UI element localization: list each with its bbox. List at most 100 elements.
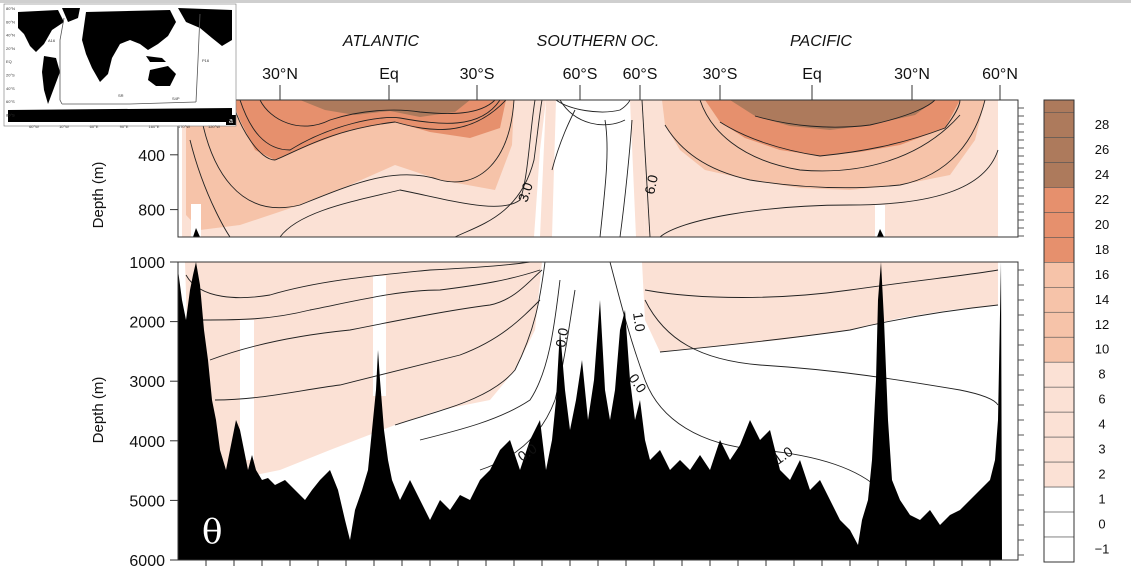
upper-y-tick-label: 800 bbox=[138, 203, 165, 220]
colorbar-cell bbox=[1043, 536, 1075, 563]
colorbar-cell bbox=[1043, 286, 1075, 313]
land-africa-eurasia bbox=[82, 10, 176, 82]
colorbar-cell bbox=[1043, 112, 1075, 138]
inset-section-lines bbox=[59, 13, 201, 105]
map-section-label: P16 bbox=[202, 58, 210, 63]
lower-y-tick-label: 6000 bbox=[129, 553, 165, 570]
colorbar-cell bbox=[1043, 212, 1075, 238]
x-tick-label: Eq bbox=[379, 66, 399, 83]
upper-panel-frame bbox=[177, 99, 1019, 238]
land-north-america bbox=[18, 10, 64, 52]
colorbar-label: 12 bbox=[1095, 317, 1109, 332]
inset-map-frame bbox=[3, 3, 237, 127]
lower-right-blank bbox=[1002, 262, 1018, 560]
land-south-america bbox=[42, 56, 60, 104]
map-section-label: SR bbox=[118, 93, 124, 98]
colorbar-cell bbox=[1043, 411, 1075, 438]
inset-map: 80°N 60°N 40°N 20°N EQ 20°S 40°S 60°S 80°S 60°W 10… bbox=[3, 3, 237, 129]
upper-ylabel: Depth (m) bbox=[90, 162, 107, 229]
basin-title: PACIFIC bbox=[790, 33, 852, 50]
upper-seamount-right bbox=[877, 229, 884, 237]
upper-southern-fill-2b bbox=[630, 100, 645, 237]
colorbar-label: 6 bbox=[1098, 392, 1105, 407]
upper-y-tick-label: 400 bbox=[138, 148, 165, 165]
land-greenland bbox=[62, 8, 80, 22]
colorbar-cell bbox=[1043, 336, 1075, 363]
map-lat-label: 40°S bbox=[6, 86, 15, 91]
basin-title: SOUTHERN OC. bbox=[537, 33, 660, 50]
contour-label-lower-2: 1.0 bbox=[630, 311, 649, 333]
colorbar-cell bbox=[1043, 162, 1075, 188]
land-north-pacific-west bbox=[178, 8, 232, 46]
colorbar-cell bbox=[1043, 187, 1075, 213]
lower-atlantic-fill-2 bbox=[185, 262, 542, 478]
colorbar-cell bbox=[1043, 511, 1075, 538]
bathymetry bbox=[178, 262, 1002, 560]
land-australia bbox=[148, 66, 176, 86]
map-lon-label: 170°W bbox=[178, 124, 190, 129]
map-lat-label: 60°S bbox=[6, 99, 15, 104]
colorbar-label: 4 bbox=[1098, 417, 1105, 432]
upper-panel: 3.0 6.0 bbox=[177, 99, 1019, 238]
colorbar-cell bbox=[1043, 461, 1075, 488]
lower-gap-atlantic bbox=[373, 276, 386, 396]
colorbar-label: 2 bbox=[1098, 467, 1105, 482]
x-tick-label: 30°S bbox=[703, 66, 738, 83]
colorbar-cell bbox=[1043, 386, 1075, 413]
lower-y-tick-label: 2000 bbox=[129, 315, 165, 332]
colorbar-label: 3 bbox=[1098, 442, 1105, 457]
colorbar-label: 10 bbox=[1095, 342, 1109, 357]
colorbar-cell bbox=[1043, 436, 1075, 463]
upper-southern-fill-2 bbox=[540, 100, 556, 237]
colorbar-cell bbox=[1043, 361, 1075, 388]
colorbar-label: 16 bbox=[1095, 267, 1109, 282]
contour-label-lower-1: 0.0 bbox=[552, 326, 571, 348]
colorbar-label: 22 bbox=[1095, 192, 1109, 207]
upper-contours bbox=[189, 100, 999, 237]
header-strip bbox=[0, 0, 1131, 3]
x-tick-label: 60°N bbox=[982, 66, 1018, 83]
colorbar-cell bbox=[1043, 137, 1075, 163]
colorbar-label: 8 bbox=[1098, 367, 1105, 382]
contour-label-upper-2: 6.0 bbox=[641, 173, 661, 196]
map-lat-label: 40°N bbox=[6, 33, 15, 38]
colorbar-label: 0 bbox=[1098, 517, 1105, 532]
basin-title: ATLANTIC bbox=[342, 33, 420, 50]
colorbar-label: 18 bbox=[1095, 242, 1109, 257]
lower-panel: 0.0 1.0 0.0 0.0 1.0 θ bbox=[177, 261, 1019, 561]
colorbar-cell bbox=[1043, 486, 1075, 513]
inset-land bbox=[8, 8, 232, 122]
variable-symbol: θ bbox=[202, 512, 222, 552]
lower-y-tick-label: 3000 bbox=[129, 374, 165, 391]
colorbar-label: 24 bbox=[1095, 167, 1109, 182]
lower-ylabel: Depth (m) bbox=[90, 377, 107, 444]
colorbar-frame bbox=[1043, 99, 1075, 563]
colorbar-label: 26 bbox=[1095, 142, 1109, 157]
x-tick-label: 30°N bbox=[262, 66, 298, 83]
x-tick-label: 60°S bbox=[563, 66, 598, 83]
colorbar-label: 20 bbox=[1095, 217, 1109, 232]
map-lat-label: 60°N bbox=[6, 19, 15, 24]
colorbar-cell bbox=[1043, 237, 1075, 263]
map-lat-label: 20°S bbox=[6, 73, 15, 78]
upper-gap-left bbox=[191, 204, 201, 237]
map-panel-letter: a bbox=[229, 118, 233, 125]
y-axes: 400 800 1000 2000 3000 4000 5000 6000 bbox=[129, 107, 1024, 570]
upper-atlantic-fill-16 bbox=[232, 100, 506, 160]
inset-labels: 80°N 60°N 40°N 20°N EQ 20°S 40°S 60°S 80°S 60°W 10… bbox=[6, 6, 236, 129]
upper-gap-right bbox=[875, 205, 885, 237]
land-antarctica bbox=[8, 108, 232, 122]
map-lon-label: 160°E bbox=[149, 124, 160, 129]
x-tick-label: 30°N bbox=[894, 66, 930, 83]
map-panel-letter-bg bbox=[226, 115, 236, 125]
map-lon-label: 60°W bbox=[29, 124, 39, 129]
map-lon-label: 10°W bbox=[59, 124, 69, 129]
colorbar-label: 1 bbox=[1098, 492, 1105, 507]
map-section-label: A16 bbox=[48, 38, 56, 43]
lower-panel-frame bbox=[177, 261, 1019, 561]
map-lat-label: 80°N bbox=[6, 6, 15, 11]
contour-label-upper-1: 3.0 bbox=[515, 180, 536, 204]
lower-y-tick-label: 5000 bbox=[129, 493, 165, 510]
x-tick-label: Eq bbox=[802, 66, 822, 83]
